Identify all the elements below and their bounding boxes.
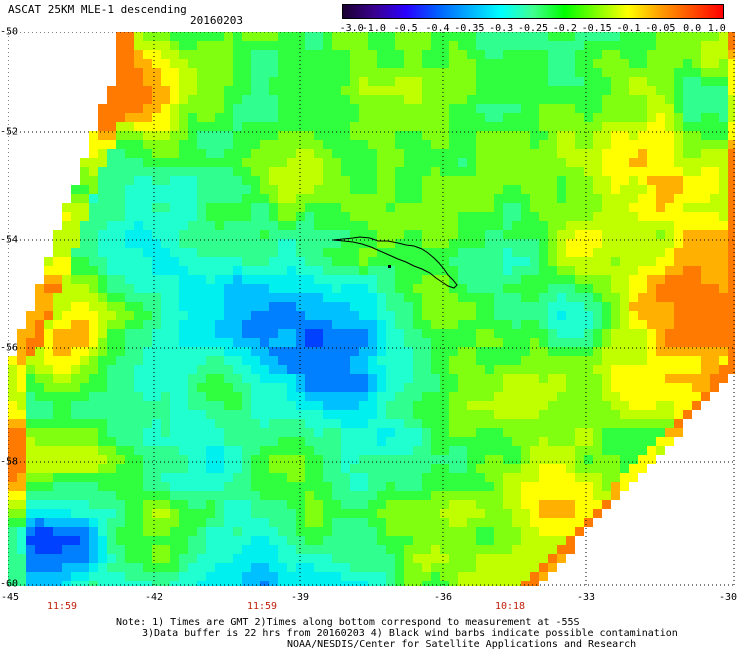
lon-label: -42 — [144, 592, 164, 603]
colorbar — [342, 4, 724, 19]
colorbar-tick-label: -0.1 — [616, 23, 641, 34]
colorbar-tick-label: -0.15 — [581, 23, 612, 34]
wind-map[interactable] — [8, 32, 735, 586]
colorbar-tick-label: -0.3 — [489, 23, 514, 34]
colorbar-tick-label: -0.5 — [393, 23, 418, 34]
image-date: 20160203 — [190, 14, 243, 27]
colorbar-tick-label: -0.2 — [552, 23, 577, 34]
south-georgia-island — [332, 236, 458, 289]
lon-label: -45 — [0, 592, 20, 603]
lon-label: -33 — [576, 592, 596, 603]
colorbar-tick-label: 1.0 — [707, 23, 726, 34]
note-line-1: Note: 1) Times are GMT 2)Times along bot… — [116, 617, 580, 628]
lat-label: -56 — [0, 342, 19, 354]
time-label: 11:59 — [246, 601, 278, 612]
colorbar-tick-label: -0.25 — [517, 23, 549, 34]
colorbar-tick-label: -0.35 — [454, 23, 485, 34]
note-line-2: 3)Data buffer is 22 hrs from 20160203 4)… — [142, 628, 678, 639]
lon-label: -39 — [290, 592, 310, 603]
note-line-3: NOAA/NESDIS/Center for Satellite Applica… — [287, 639, 637, 650]
time-label: 10:18 — [494, 601, 526, 612]
colorbar-tick-label: -1.0 — [361, 23, 386, 34]
lat-label: -60 — [0, 578, 19, 590]
colorbar-tick-label: -0.05 — [645, 23, 676, 34]
colorbar-tick-label: -3.0 — [339, 23, 364, 34]
colorbar-tick-label: 0.0 — [683, 23, 702, 34]
lon-label: -30 — [718, 592, 738, 603]
colorbar-legend: -3.0 -1.0 -0.5 -0.4 -0.35 -0.3 -0.25 -0.2 -0.15-… — [339, 4, 726, 36]
lon-label: -36 — [433, 592, 453, 603]
lat-label: -50 — [0, 26, 19, 38]
time-label: 11:59 — [46, 601, 78, 612]
image-title: ASCAT 25KM MLE-1 descending — [8, 3, 187, 16]
colorbar-tick-label: -0.4 — [425, 23, 450, 34]
lat-label: -58 — [0, 456, 19, 468]
lat-label: -52 — [0, 126, 19, 138]
lat-label: -54 — [0, 234, 19, 246]
